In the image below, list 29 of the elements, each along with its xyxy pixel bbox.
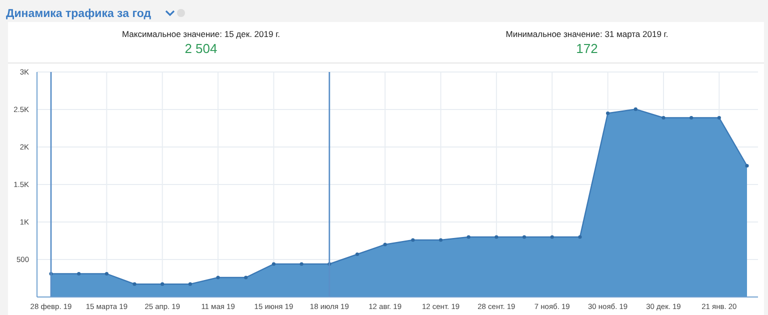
point [160, 282, 164, 286]
point [355, 252, 360, 256]
point [494, 235, 498, 239]
point [300, 262, 304, 266]
point [745, 164, 749, 168]
point [717, 116, 721, 120]
point [466, 235, 470, 239]
text: Минимальное значение: 31 марта 2019 г. [506, 29, 668, 39]
point [606, 111, 610, 116]
point [216, 276, 220, 280]
point [188, 282, 192, 286]
text: 172 [576, 41, 598, 56]
point [522, 235, 526, 239]
point [550, 235, 554, 239]
point [634, 107, 638, 111]
point [662, 116, 666, 120]
point [690, 116, 694, 120]
point [272, 262, 276, 266]
point [578, 235, 582, 239]
point [132, 282, 136, 286]
point [438, 238, 443, 242]
point [411, 238, 415, 242]
text: 2 504 [184, 41, 218, 56]
point [383, 242, 387, 246]
point [104, 272, 108, 276]
point [244, 276, 248, 280]
point [77, 272, 81, 276]
text: Максимальное значение: 15 дек. 2019 г. [122, 29, 280, 39]
chart-title: Динамика трафика за год [6, 8, 152, 20]
